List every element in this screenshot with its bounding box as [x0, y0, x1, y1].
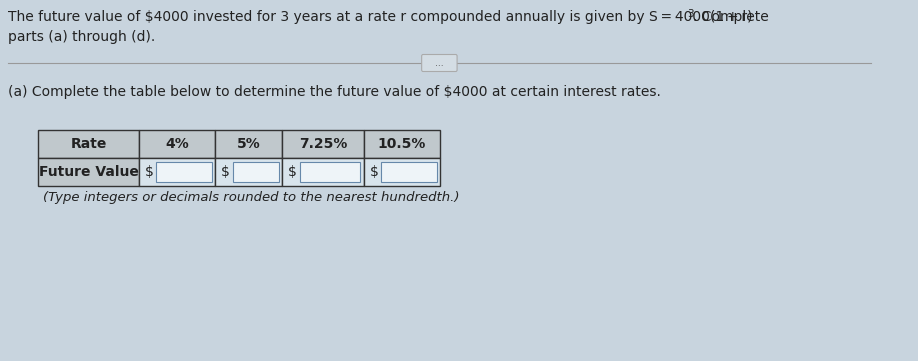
- Text: $: $: [288, 165, 297, 179]
- Bar: [364, 130, 441, 158]
- Bar: [139, 158, 216, 186]
- Text: $: $: [370, 165, 378, 179]
- Bar: [39, 130, 139, 158]
- Text: Rate: Rate: [71, 137, 106, 151]
- Text: Future Value: Future Value: [39, 165, 139, 179]
- Bar: [299, 162, 360, 182]
- Text: $: $: [144, 165, 153, 179]
- Text: (Type integers or decimals rounded to the nearest hundredth.): (Type integers or decimals rounded to th…: [43, 191, 460, 204]
- Bar: [283, 130, 364, 158]
- Text: The future value of $4000 invested for 3 years at a rate r compounded annually i: The future value of $4000 invested for 3…: [7, 10, 752, 24]
- Text: (a) Complete the table below to determine the future value of $4000 at certain i: (a) Complete the table below to determin…: [7, 85, 661, 99]
- Text: 7.25%: 7.25%: [299, 137, 347, 151]
- Text: 3: 3: [688, 9, 694, 19]
- Text: ...: ...: [435, 58, 443, 68]
- Text: . Complete: . Complete: [693, 10, 768, 24]
- Text: 4%: 4%: [165, 137, 189, 151]
- Bar: [139, 130, 216, 158]
- Bar: [216, 130, 283, 158]
- FancyBboxPatch shape: [421, 55, 457, 71]
- Text: $: $: [221, 165, 230, 179]
- Bar: [381, 162, 436, 182]
- Text: 10.5%: 10.5%: [378, 137, 426, 151]
- Bar: [232, 162, 278, 182]
- Text: 5%: 5%: [237, 137, 261, 151]
- Bar: [39, 158, 139, 186]
- Bar: [364, 158, 441, 186]
- Text: parts (a) through (d).: parts (a) through (d).: [7, 30, 155, 44]
- Bar: [283, 158, 364, 186]
- Bar: [156, 162, 211, 182]
- Bar: [216, 158, 283, 186]
